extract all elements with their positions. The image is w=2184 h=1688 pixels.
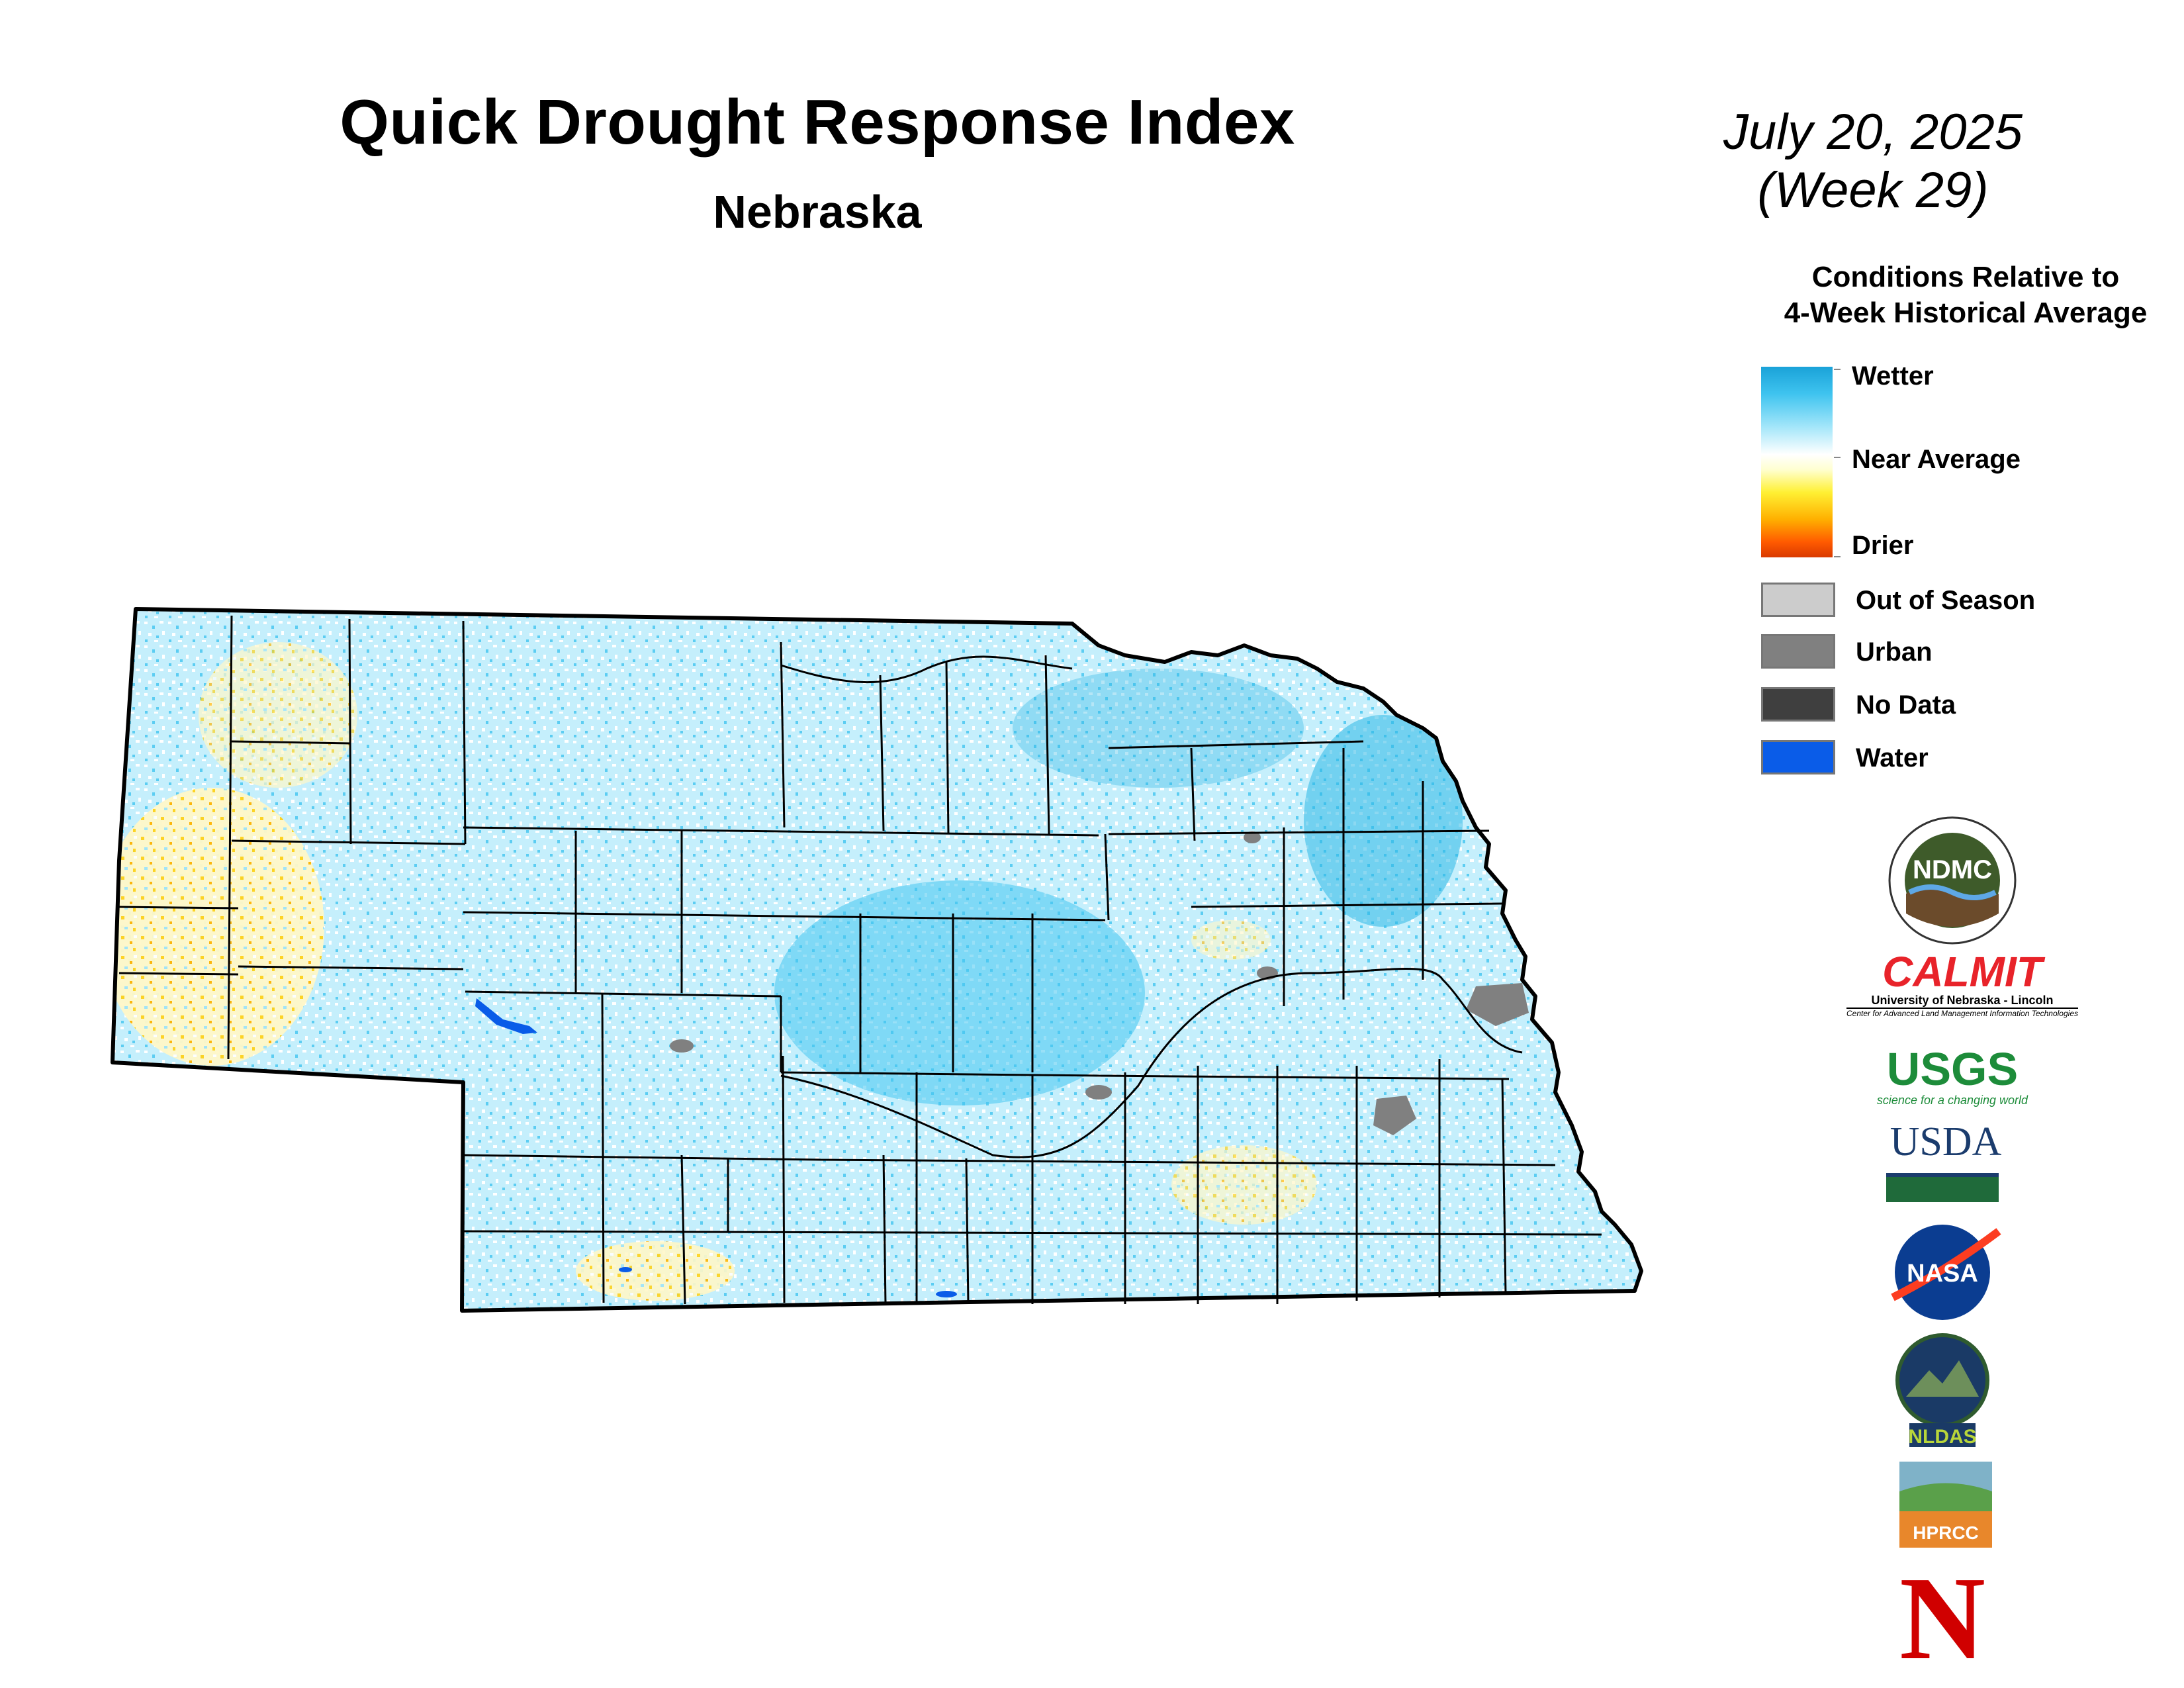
calmit-line1: University of Nebraska - Lincoln bbox=[1871, 994, 2054, 1007]
map-title: Quick Drought Response Index bbox=[340, 87, 1295, 158]
usda-name: USDA bbox=[1889, 1119, 2002, 1164]
wet-core bbox=[774, 880, 1145, 1105]
map-subtitle: Nebraska bbox=[713, 186, 922, 238]
dry-panhandle bbox=[113, 788, 324, 1066]
swatch-urban bbox=[1761, 634, 1835, 669]
water-lake-mcconaughy bbox=[475, 998, 537, 1034]
hprcc-logo-text: HPRCC bbox=[1913, 1523, 1979, 1543]
week-label: (Week 29) bbox=[1757, 162, 1989, 218]
swatch-water bbox=[1761, 740, 1835, 774]
color-ramp bbox=[1761, 367, 1833, 557]
dry-south-central bbox=[1171, 1145, 1317, 1225]
urban-omaha bbox=[1466, 983, 1529, 1026]
legend-heading-line1: Conditions Relative to bbox=[1811, 261, 2120, 293]
usgs-name: USGS bbox=[1886, 1043, 2019, 1095]
map-fill bbox=[113, 609, 1641, 1311]
legend-heading-line2: 4-Week Historical Average bbox=[1784, 297, 2148, 329]
platte-river-line bbox=[780, 968, 1523, 1158]
legend-no-data: No Data bbox=[1856, 690, 1956, 720]
ramp-tick-near bbox=[1834, 457, 1841, 458]
swatch-no-data bbox=[1761, 687, 1835, 722]
urban-norfolk bbox=[1244, 831, 1261, 843]
niobrara-line bbox=[780, 655, 1073, 684]
ndmc-logo-text: NDMC bbox=[1913, 855, 1992, 884]
ndmc-logo: NDMC bbox=[1888, 816, 2017, 945]
ramp-label-drier: Drier bbox=[1852, 531, 1914, 560]
usgs-logo: USGS science for a changing world bbox=[1873, 1045, 2032, 1107]
water-swanson bbox=[619, 1267, 632, 1272]
nebraska-n-logo: N bbox=[1899, 1552, 1985, 1684]
water-harlan-county bbox=[936, 1291, 957, 1297]
urban-lincoln bbox=[1373, 1096, 1416, 1135]
wet-northeast bbox=[1013, 669, 1304, 788]
state-boundary bbox=[111, 607, 1643, 1313]
dry-southwest bbox=[576, 1241, 735, 1301]
county-lines bbox=[118, 615, 1602, 1305]
ramp-tick-drier bbox=[1834, 556, 1841, 557]
usda-field-icon bbox=[1886, 1173, 1999, 1202]
ramp-tick-wetter bbox=[1834, 369, 1841, 370]
swatch-out-of-season bbox=[1761, 583, 1835, 617]
usgs-tagline: science for a changing world bbox=[1876, 1094, 2028, 1107]
dry-central-east bbox=[1191, 920, 1271, 960]
calmit-line2: Center for Advanced Land Management Info… bbox=[1846, 1008, 2078, 1018]
nasa-logo: NASA bbox=[1891, 1225, 2001, 1320]
dry-north-panhandle bbox=[199, 642, 357, 788]
legend-out-of-season: Out of Season bbox=[1856, 586, 2036, 615]
calmit-logo: CALMIT University of Nebraska - Lincoln … bbox=[1813, 951, 2111, 1019]
ramp-label-near-average: Near Average bbox=[1852, 445, 2021, 474]
usda-logo: USDA bbox=[1886, 1120, 2005, 1206]
legend-water: Water bbox=[1856, 743, 1929, 773]
nasa-logo-text: NASA bbox=[1907, 1260, 1978, 1288]
hprcc-logo: HPRCC bbox=[1899, 1462, 1992, 1548]
urban-north-platte bbox=[670, 1039, 694, 1053]
legend-urban: Urban bbox=[1856, 637, 1933, 667]
nldas-logo-text: NLDAS bbox=[1908, 1426, 1976, 1448]
nldas-logo: NLDAS bbox=[1895, 1333, 1989, 1448]
legend-heading: Conditions Relative to 4-Week Historical… bbox=[1721, 259, 2184, 331]
date-label: July 20, 2025 bbox=[1723, 104, 2023, 160]
calmit-name: CALMIT bbox=[1882, 948, 2042, 996]
urban-kearney bbox=[1085, 1085, 1112, 1100]
ramp-label-wetter: Wetter bbox=[1852, 361, 1934, 391]
